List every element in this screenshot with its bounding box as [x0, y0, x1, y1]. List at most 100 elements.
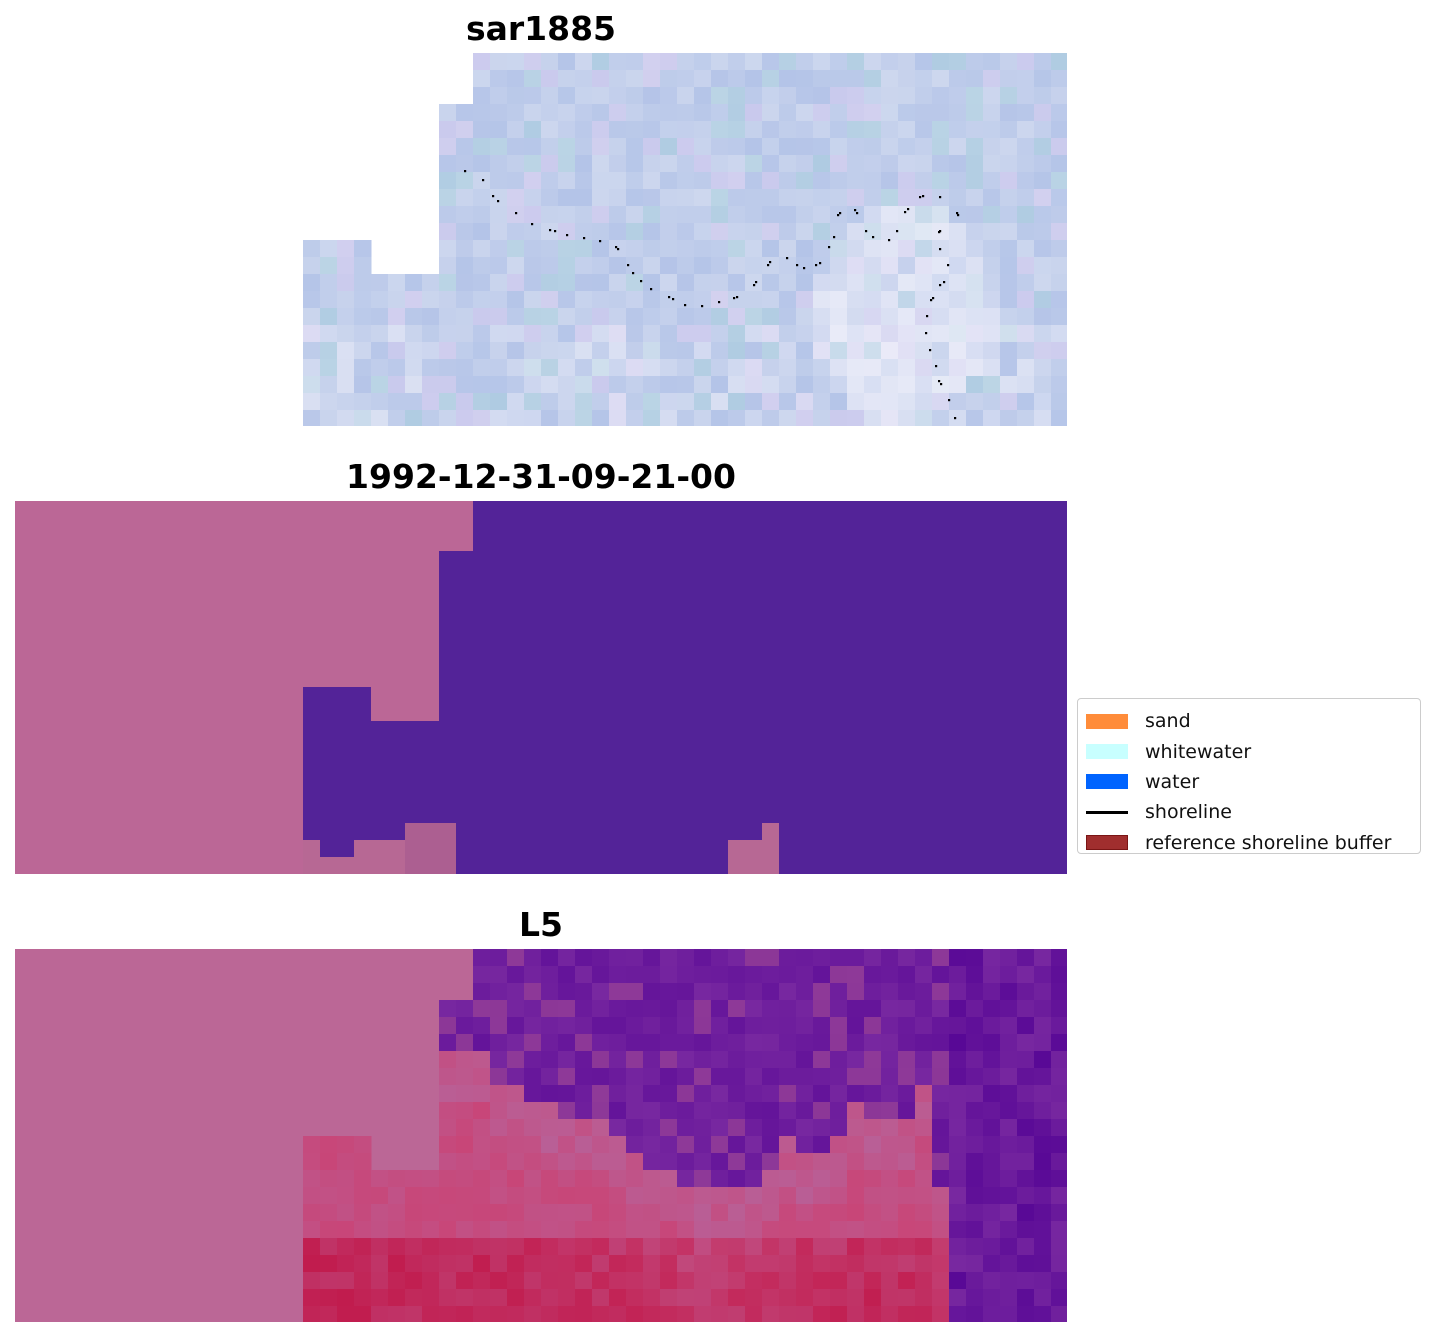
l5-pixel	[694, 1187, 712, 1205]
l5-pixel	[609, 1085, 627, 1103]
sar-pixel	[881, 87, 899, 105]
l5-pixel	[983, 1255, 1001, 1273]
l5-pixel	[881, 1051, 899, 1069]
l5-pixel	[1017, 1119, 1035, 1137]
l5-pixel	[320, 1255, 338, 1273]
l5-pixel	[626, 1170, 644, 1188]
sar-pixel	[609, 121, 627, 139]
sar-pixel	[660, 325, 678, 343]
l5-pixel	[847, 966, 865, 984]
sar-pixel	[1034, 359, 1052, 377]
legend-item-buffer: reference shoreline buffer	[1086, 828, 1412, 858]
sar-pixel	[881, 223, 899, 241]
l5-pixel	[830, 1017, 848, 1035]
sar-pixel	[643, 104, 661, 122]
sar-pixel	[864, 359, 882, 377]
sar-pixel	[575, 138, 593, 156]
l5-pixel	[592, 1136, 610, 1154]
shoreline-point	[939, 196, 942, 199]
sar-pixel	[660, 240, 678, 258]
sar-pixel	[1000, 274, 1018, 292]
l5-pixel	[456, 1255, 474, 1273]
l5-pixel	[575, 1068, 593, 1086]
l5-pixel	[830, 1289, 848, 1307]
sar-pixel	[490, 274, 508, 292]
l5-pixel	[949, 1085, 967, 1103]
l5-pixel	[541, 1102, 559, 1120]
l5-pixel	[337, 1136, 355, 1154]
l5-pixel	[745, 1170, 763, 1188]
sar-pixel	[881, 308, 899, 326]
sar-pixel	[898, 410, 916, 426]
sar-pixel	[1051, 70, 1067, 88]
sar-pixel	[915, 325, 933, 343]
sar-pixel	[1000, 257, 1018, 275]
sar-pixel	[779, 189, 797, 207]
l5-pixel	[966, 1272, 984, 1290]
l5-pixel	[762, 1187, 780, 1205]
l5-pixel	[813, 1119, 831, 1137]
sar-pixel	[830, 189, 848, 207]
sar-pixel	[1000, 359, 1018, 377]
sar-pixel	[456, 376, 474, 394]
sar-pixel	[932, 104, 950, 122]
sar-pixel	[694, 308, 712, 326]
sar-pixel	[1034, 87, 1052, 105]
sar-pixel	[320, 291, 338, 309]
sar-pixel	[1051, 393, 1067, 411]
sar-pixel	[966, 274, 984, 292]
sar-pixel	[609, 223, 627, 241]
sar-pixel	[847, 87, 865, 105]
sar-pixel	[796, 359, 814, 377]
l5-pixel	[1000, 1136, 1018, 1154]
sar-pixel	[881, 172, 899, 190]
l5-pixel	[1034, 1102, 1052, 1120]
sar-pixel	[847, 206, 865, 224]
sar-pixel	[456, 342, 474, 360]
l5-pixel	[728, 966, 746, 984]
l5-pixel	[660, 1000, 678, 1018]
sar-pixel	[303, 325, 321, 343]
sar-pixel	[864, 138, 882, 156]
l5-pixel	[1051, 1051, 1067, 1069]
l5-pixel	[1051, 1000, 1067, 1018]
shoreline-point	[497, 200, 500, 203]
sar-pixel	[847, 291, 865, 309]
l5-pixel	[830, 1153, 848, 1171]
sar-pixel	[626, 155, 644, 173]
l5-pixel	[983, 1119, 1001, 1137]
sar-pixel	[626, 376, 644, 394]
sar-pixel	[592, 155, 610, 173]
shoreline-point	[837, 214, 840, 217]
l5-pixel	[626, 1000, 644, 1018]
shoreline-point	[907, 208, 910, 211]
l5-pixel	[575, 966, 593, 984]
l5-pixel	[966, 1017, 984, 1035]
sar-pixel	[728, 53, 746, 71]
l5-pixel	[660, 949, 678, 967]
l5-pixel	[473, 1255, 491, 1273]
sar-pixel	[609, 70, 627, 88]
l5-pixel	[898, 1204, 916, 1222]
sar-image	[303, 53, 1067, 426]
l5-pixel	[490, 1170, 508, 1188]
l5-pixel	[575, 1102, 593, 1120]
nodata-patch	[303, 840, 320, 874]
sar-pixel	[847, 325, 865, 343]
sar-pixel	[983, 393, 1001, 411]
l5-pixel	[1034, 1034, 1052, 1052]
sar-pixel	[881, 359, 899, 377]
sar-pixel	[626, 189, 644, 207]
l5-pixel	[830, 1136, 848, 1154]
shoreline-point	[935, 365, 938, 368]
l5-pixel	[847, 1153, 865, 1171]
l5-pixel	[847, 1204, 865, 1222]
l5-pixel	[915, 1272, 933, 1290]
l5-pixel	[609, 1221, 627, 1239]
sar-pixel	[915, 87, 933, 105]
sar-pixel	[711, 189, 729, 207]
l5-pixel	[711, 1153, 729, 1171]
sar-pixel	[711, 240, 729, 258]
sar-pixel	[490, 410, 508, 426]
l5-pixel	[813, 1017, 831, 1035]
